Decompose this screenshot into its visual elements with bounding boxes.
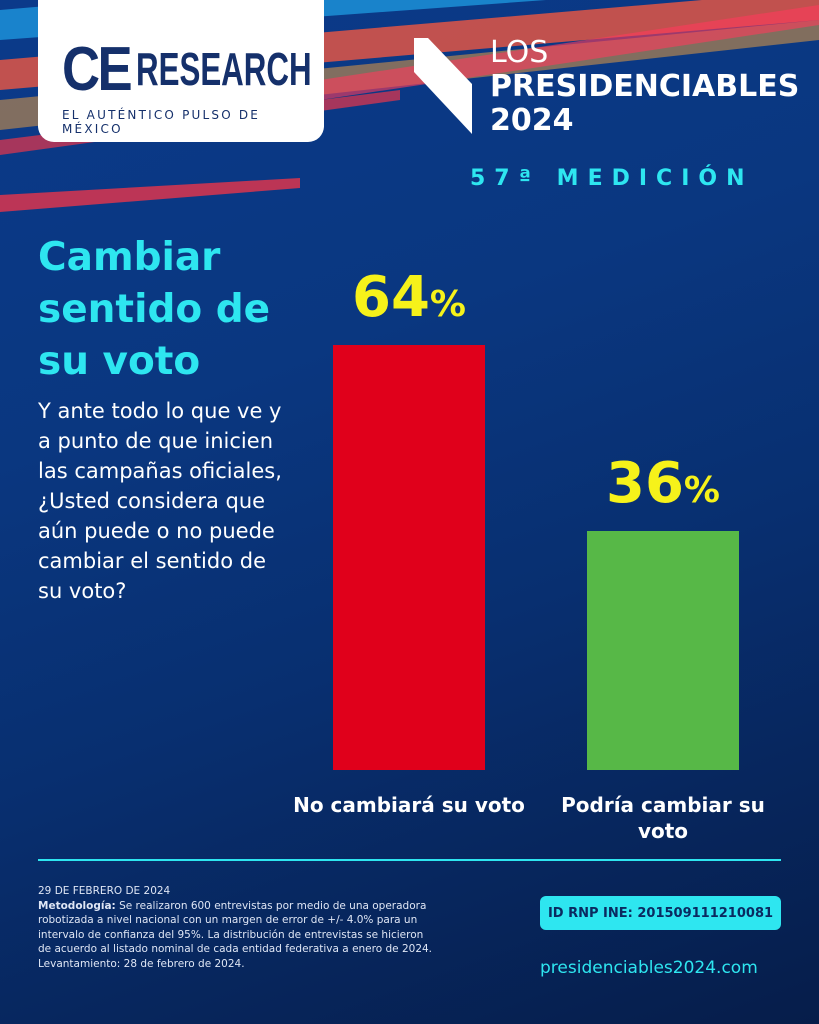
value-number: 64 [351, 265, 430, 330]
category-label: No cambiará su voto [293, 793, 525, 817]
website-link[interactable]: presidenciables2024.com [540, 958, 758, 978]
presidenciables-mark-icon [414, 38, 472, 134]
chart-title: Cambiar sentido de su voto [38, 235, 271, 384]
logo-research: RESEARCH [136, 43, 312, 95]
value-number: 36 [605, 450, 684, 516]
methodology-label: Metodología: [38, 899, 116, 912]
category-label: Podría cambiar su voto [561, 793, 765, 843]
brand-title: LOS PRESIDENCIABLES 2024 [490, 36, 799, 138]
survey-date: 29 DE FEBRERO DE 2024 [38, 885, 171, 897]
logo-tagline: EL AUTÉNTICO PULSO DE MÉXICO [62, 108, 261, 136]
divider [38, 859, 781, 861]
value-unit: % [683, 469, 720, 511]
survey-question: Y ante todo lo que ve y a punto de que i… [38, 399, 282, 603]
brand-line2: PRESIDENCIABLES [490, 69, 800, 104]
ce-research-logo: CE RESEARCH EL AUTÉNTICO PULSO DE MÉXICO [38, 0, 324, 142]
logo-ce: CE [62, 35, 133, 104]
methodology-text: Se realizaron 600 entrevistas por medio … [38, 899, 433, 970]
brand-line1: LOS [490, 35, 549, 70]
value-label: 64% [309, 265, 509, 330]
rnp-id-badge: ID RNP INE: 201509111210081 [540, 896, 781, 930]
bar-1 [333, 345, 485, 770]
value-label: 36% [563, 451, 763, 516]
bar-2 [587, 530, 739, 770]
brand-line3: 2024 [490, 103, 574, 138]
methodology: 29 DE FEBRERO DE 2024 Metodología: Se re… [38, 884, 438, 972]
value-unit: % [429, 284, 466, 325]
measurement-label: 57ª MEDICIÓN [470, 166, 754, 191]
